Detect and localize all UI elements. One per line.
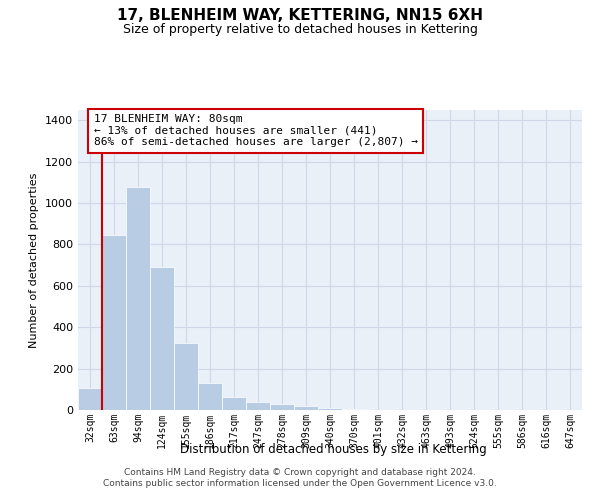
Y-axis label: Number of detached properties: Number of detached properties — [29, 172, 40, 348]
Bar — [246, 402, 270, 410]
Text: Distribution of detached houses by size in Kettering: Distribution of detached houses by size … — [179, 442, 487, 456]
Bar — [198, 383, 222, 410]
Bar — [78, 388, 102, 410]
Text: 17 BLENHEIM WAY: 80sqm
← 13% of detached houses are smaller (441)
86% of semi-de: 17 BLENHEIM WAY: 80sqm ← 13% of detached… — [94, 114, 418, 148]
Bar — [102, 235, 126, 410]
Text: Contains HM Land Registry data © Crown copyright and database right 2024.
Contai: Contains HM Land Registry data © Crown c… — [103, 468, 497, 487]
Bar — [342, 409, 366, 410]
Bar — [126, 186, 150, 410]
Text: Size of property relative to detached houses in Kettering: Size of property relative to detached ho… — [122, 22, 478, 36]
Bar — [150, 267, 174, 410]
Bar — [294, 406, 318, 410]
Bar — [174, 343, 198, 410]
Bar — [318, 408, 342, 410]
Bar — [222, 396, 246, 410]
Text: 17, BLENHEIM WAY, KETTERING, NN15 6XH: 17, BLENHEIM WAY, KETTERING, NN15 6XH — [117, 8, 483, 22]
Bar — [270, 404, 294, 410]
